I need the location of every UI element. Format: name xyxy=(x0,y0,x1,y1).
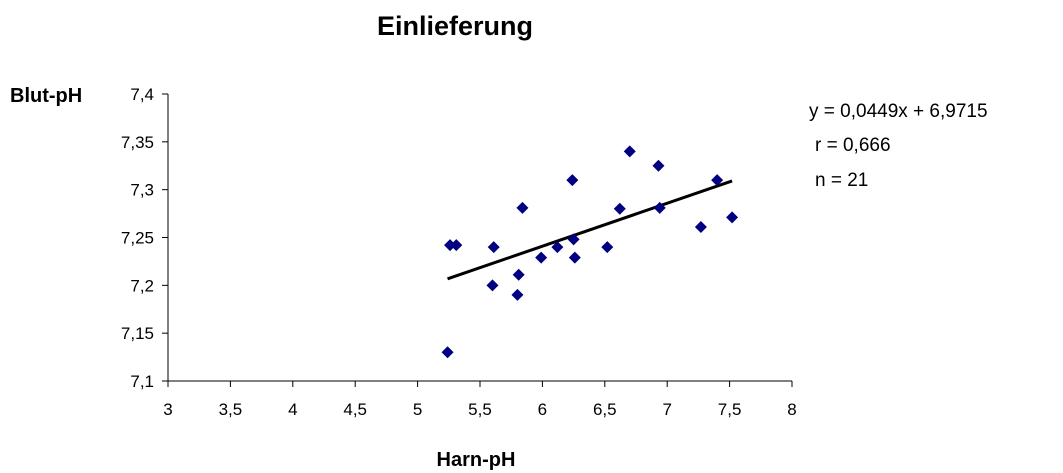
y-tick-label: 7,1 xyxy=(130,372,154,391)
y-tick-label: 7,2 xyxy=(130,276,154,295)
tick-labels: 3 3,5 4 4,5 5 5,5 6 6,5 7 7,5 8 7,1 7,15 7,2 7,25 7,3 7,… xyxy=(121,85,797,419)
data-point xyxy=(652,159,665,172)
x-tick-label: 3 xyxy=(163,400,172,419)
x-tick-label: 5,5 xyxy=(468,400,492,419)
data-point xyxy=(601,241,614,254)
y-tick-label: 7,35 xyxy=(121,133,154,152)
y-tick-label: 7,15 xyxy=(121,324,154,343)
data-point xyxy=(551,241,564,254)
data-point xyxy=(567,233,580,246)
x-axis-title: Harn-pH xyxy=(437,449,516,471)
x-tick-label: 6 xyxy=(538,400,547,419)
data-point xyxy=(441,346,454,359)
x-tick-label: 6,5 xyxy=(593,400,617,419)
x-tick-label: 7,5 xyxy=(718,400,742,419)
axes xyxy=(167,94,792,382)
y-tick-label: 7,3 xyxy=(130,181,154,200)
y-tick-label: 7,4 xyxy=(130,85,154,104)
data-point xyxy=(568,251,581,264)
x-tick-label: 5 xyxy=(413,400,422,419)
regression-equation: y = 0,0449x + 6,9715 xyxy=(809,101,988,122)
ticks xyxy=(162,93,793,387)
trendline xyxy=(447,179,733,281)
data-point xyxy=(613,202,626,215)
data-point xyxy=(516,201,529,214)
data-point xyxy=(512,268,525,281)
data-point xyxy=(511,288,524,301)
chart-title: Einlieferung xyxy=(377,11,533,41)
data-point xyxy=(535,251,548,264)
data-point xyxy=(694,220,707,233)
data-point xyxy=(623,145,636,158)
y-tick-label: 7,25 xyxy=(121,229,154,248)
x-tick-label: 3,5 xyxy=(219,400,243,419)
trendline-group xyxy=(447,179,733,281)
x-tick-label: 4,5 xyxy=(343,400,367,419)
data-point xyxy=(653,201,666,214)
sample-size: n = 21 xyxy=(815,170,868,191)
x-tick-label: 8 xyxy=(787,400,796,419)
x-tick-label: 7 xyxy=(662,400,671,419)
data-point xyxy=(450,239,463,252)
x-tick-label: 4 xyxy=(288,400,297,419)
y-axis-title: Blut-pH xyxy=(10,85,82,107)
data-point xyxy=(487,241,500,254)
correlation-coefficient: r = 0,666 xyxy=(815,135,891,156)
data-points xyxy=(441,145,739,359)
data-point xyxy=(486,279,499,292)
annotations: y = 0,0449x + 6,9715 r = 0,666 n = 21 xyxy=(809,101,988,191)
data-point xyxy=(726,211,739,224)
data-point xyxy=(444,239,457,252)
data-point xyxy=(566,174,579,187)
data-point xyxy=(711,174,724,187)
